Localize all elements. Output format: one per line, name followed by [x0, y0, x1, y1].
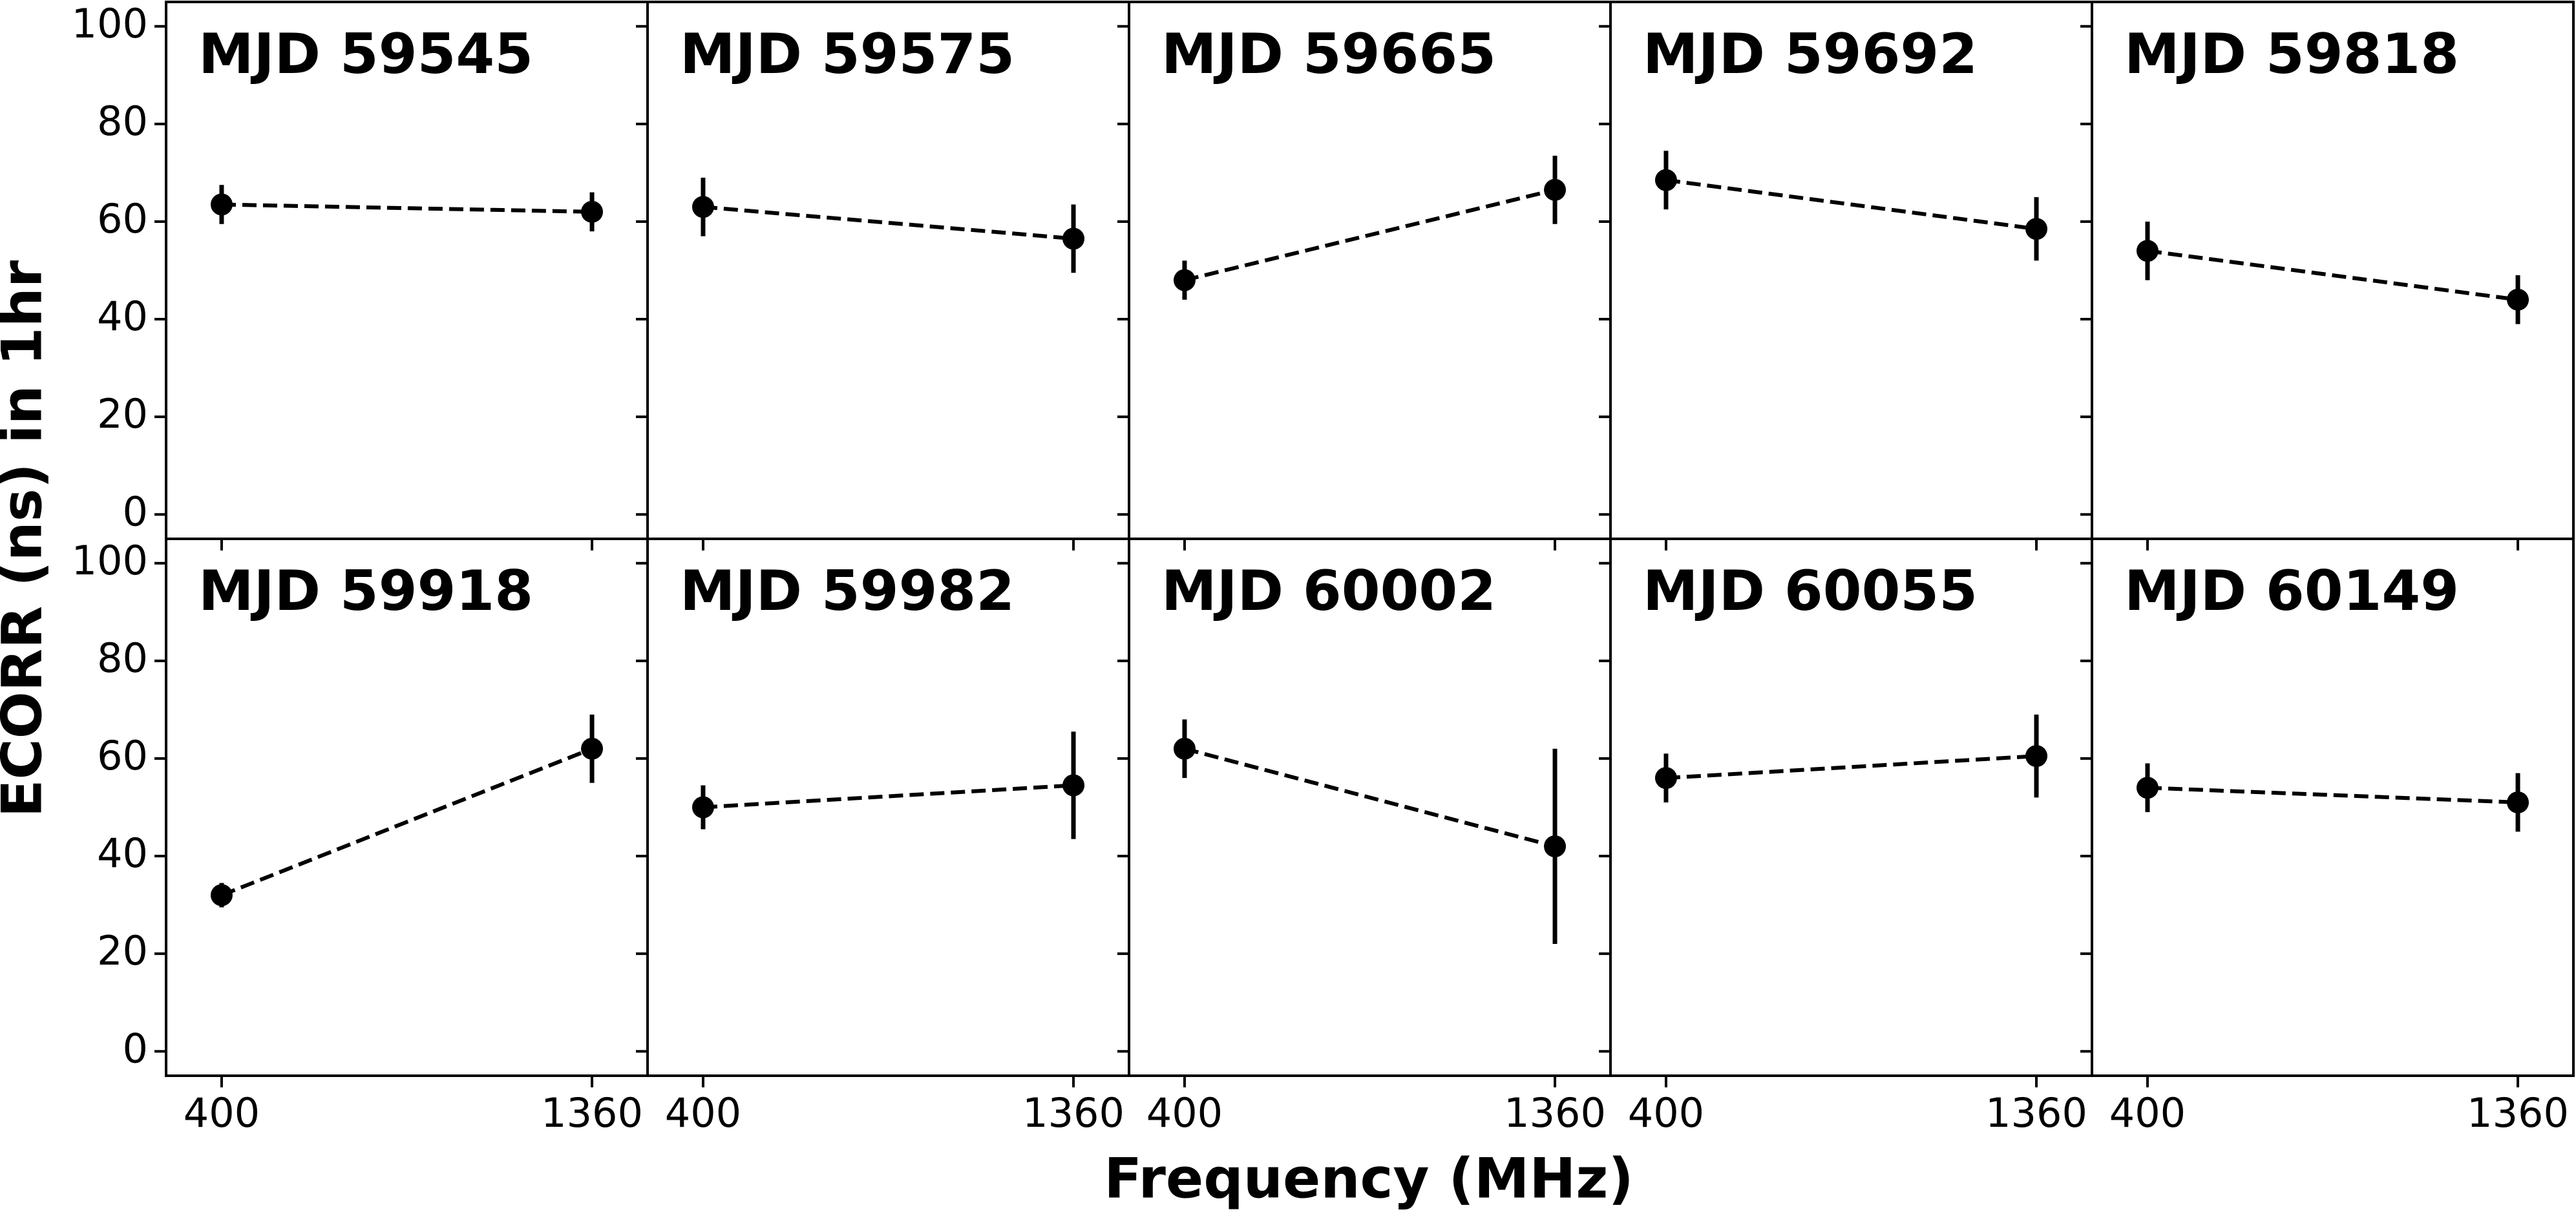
panel-title: MJD 59665: [1161, 22, 1496, 87]
panel-title: MJD 60002: [1161, 559, 1496, 623]
data-point: [1544, 835, 1567, 857]
panel-title: MJD 59818: [2124, 22, 2459, 87]
data-line: [1665, 754, 2037, 780]
panel-title: MJD 59692: [1643, 22, 1978, 87]
x-axis-label: Frequency (MHz): [1104, 1146, 1634, 1211]
data-line: [1665, 178, 2037, 231]
y-axis-label: ECORR (ns) in 1hr: [0, 260, 54, 817]
panel-title: MJD 60055: [1643, 559, 1978, 623]
data-point: [1062, 774, 1085, 797]
data-point: [2136, 777, 2159, 799]
y-tick-label: 80: [97, 634, 148, 682]
y-tick-label: 80: [97, 98, 148, 145]
y-tick-label: 60: [97, 195, 148, 242]
data-point: [1173, 269, 1196, 291]
x-tick-label: 400: [1146, 1089, 1223, 1136]
data-point: [2507, 791, 2529, 813]
y-tick-label: 60: [97, 732, 148, 779]
panel-title: MJD 59918: [198, 559, 533, 623]
panel-title: MJD 59982: [680, 559, 1015, 623]
data-point: [1544, 178, 1567, 201]
data-point: [1654, 767, 1677, 790]
data-line: [702, 205, 1074, 241]
x-tick-label: 1360: [1985, 1089, 2087, 1136]
data-point: [692, 196, 714, 218]
x-tick-label: 400: [665, 1089, 741, 1136]
x-tick-label: 400: [2109, 1089, 2186, 1136]
data-point: [210, 193, 233, 216]
y-tick-label: 100: [72, 0, 148, 47]
y-tick-label: 100: [72, 537, 148, 584]
data-line: [1184, 187, 1556, 282]
data-point: [1654, 169, 1677, 191]
x-tick-label: 400: [184, 1089, 260, 1136]
x-tick-label: 1360: [2467, 1089, 2569, 1136]
data-point: [692, 796, 714, 819]
panel-title: MJD 59545: [198, 22, 533, 87]
data-point: [581, 200, 604, 223]
x-tick-label: 1360: [1022, 1089, 1124, 1136]
data-line: [2147, 786, 2518, 804]
data-line: [1184, 746, 1556, 848]
data-line: [220, 747, 593, 897]
data-point: [210, 884, 233, 906]
x-tick-label: 1360: [541, 1089, 643, 1136]
data-point: [2507, 288, 2529, 311]
data-point: [2025, 745, 2048, 768]
y-tick-label: 0: [123, 1025, 148, 1072]
data-point: [581, 737, 604, 760]
y-tick-label: 0: [123, 488, 148, 535]
x-tick-label: 1360: [1504, 1089, 1606, 1136]
data-point: [2136, 240, 2159, 262]
data-point: [1062, 227, 1085, 250]
panel-title: MJD 60149: [2124, 559, 2459, 623]
panel-title: MJD 59575: [680, 22, 1015, 87]
data-point: [2025, 218, 2048, 240]
data-line: [702, 783, 1074, 810]
y-tick-label: 40: [97, 293, 148, 340]
y-tick-label: 20: [97, 927, 148, 974]
y-tick-label: 20: [97, 390, 148, 437]
data-point: [1173, 737, 1196, 760]
x-tick-label: 400: [1628, 1089, 1704, 1136]
data-line: [221, 202, 593, 214]
data-line: [2147, 249, 2518, 302]
y-tick-label: 40: [97, 830, 148, 877]
panel-frame: [2091, 538, 2575, 1077]
